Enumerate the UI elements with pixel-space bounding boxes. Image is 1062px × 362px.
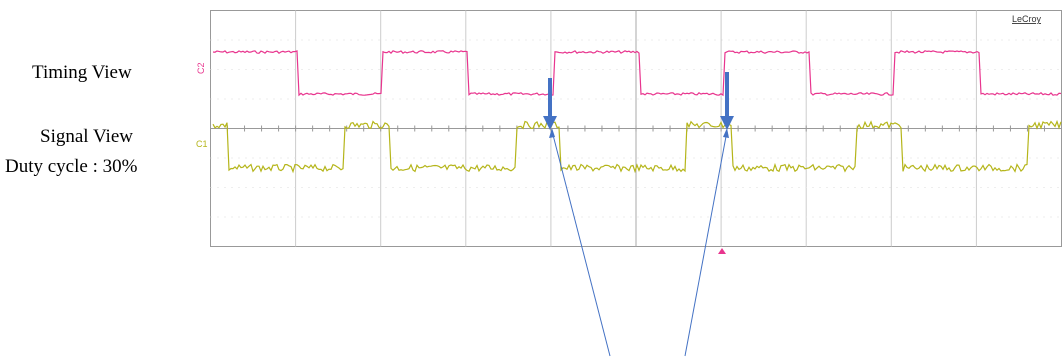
signal-view-label: Signal View xyxy=(40,126,133,147)
channel-2-marker: C2 xyxy=(196,62,206,74)
scope-diagram: Timing View Signal View Duty cycle : 30%… xyxy=(0,0,1062,362)
timing-view-label: Timing View xyxy=(32,62,132,83)
channel-1-marker: C1 xyxy=(196,139,208,149)
trigger-marker xyxy=(718,248,726,254)
duty-cycle-label: Duty cycle : 30% xyxy=(5,156,138,177)
brand-logo: LeCroy xyxy=(1012,14,1042,24)
